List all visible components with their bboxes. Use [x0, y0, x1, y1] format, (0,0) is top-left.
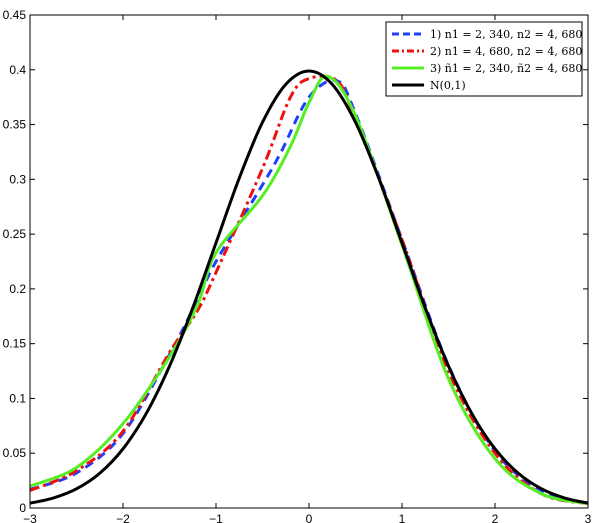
x-tick-label: −2	[116, 512, 130, 523]
legend-label-2: 2) n1 = 4, 680, n2 = 4, 680	[430, 45, 582, 58]
y-tick-label: 0.35	[3, 118, 27, 132]
series-line-4	[29, 69, 589, 505]
x-axis: −3 −2 −1 0 1 2 3	[23, 15, 592, 523]
y-tick-label: 0.3	[9, 172, 26, 186]
y-tick-label: 0.25	[3, 227, 27, 241]
x-tick-label: −1	[209, 512, 223, 523]
y-tick-label: 0.1	[9, 391, 26, 405]
x-tick-label: 0	[306, 512, 313, 523]
legend-label-1: 1) n1 = 2, 340, n2 = 4, 680	[430, 28, 582, 41]
y-tick-label: 0.4	[9, 63, 26, 77]
x-tick-label: 1	[399, 512, 406, 523]
x-tick-label: −3	[23, 512, 37, 523]
y-tick-label: 0.2	[9, 282, 26, 296]
series-layer	[29, 69, 589, 506]
legend: 1) n1 = 2, 340, n2 = 4, 680 2) n1 = 4, 68…	[385, 21, 583, 97]
y-tick-label: 0.15	[3, 337, 27, 351]
legend-label-3: 3) ñ1 = 2, 340, ñ2 = 4, 680	[430, 62, 582, 75]
y-tick-label: 0.05	[3, 446, 27, 460]
x-tick-label: 3	[585, 512, 592, 523]
legend-label-4: N(0,1)	[430, 79, 466, 92]
y-tick-label: 0.45	[3, 8, 27, 22]
y-axis: 0 0.05 0.1 0.15 0.2 0.25 0.3 0.35 0.4 0.45	[3, 8, 588, 515]
x-tick-label: 2	[492, 512, 499, 523]
series-line-3	[29, 74, 589, 506]
y-tick-label: 0	[19, 501, 26, 515]
